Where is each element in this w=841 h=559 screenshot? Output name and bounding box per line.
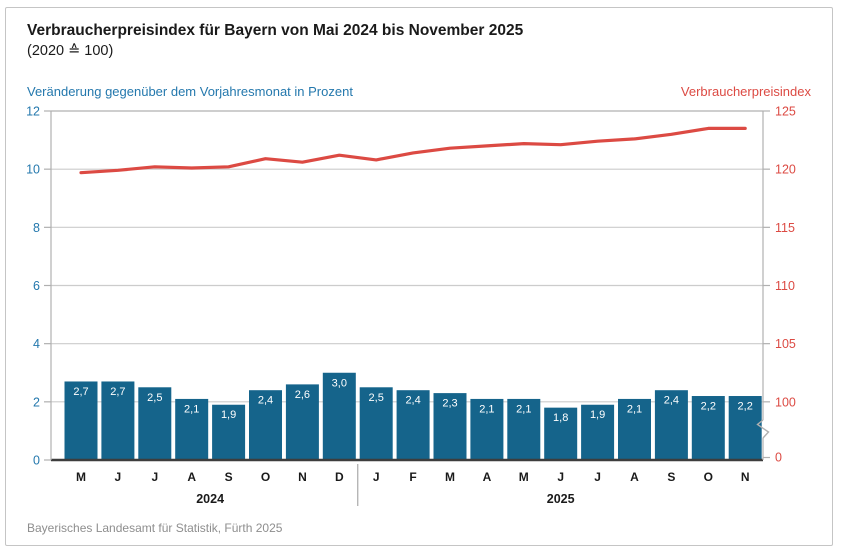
bar-value-label: 2,2 <box>701 401 716 413</box>
year-label: 2024 <box>196 492 224 506</box>
bar <box>507 398 541 460</box>
right-axis-title: Verbraucherpreisindex <box>680 84 811 99</box>
month-label: A <box>483 470 492 484</box>
bar-value-label: 2,7 <box>73 386 88 398</box>
bar-value-label: 2,1 <box>184 403 199 415</box>
month-label: F <box>409 470 416 484</box>
left-tick-label: 8 <box>33 221 40 235</box>
month-label: D <box>335 470 344 484</box>
bar <box>728 396 762 460</box>
right-tick-label: 110 <box>775 279 795 293</box>
bar <box>212 404 246 460</box>
right-tick-label: 100 <box>775 395 796 409</box>
left-tick-label: 0 <box>33 454 40 468</box>
month-label: S <box>667 470 675 484</box>
right-tick-label: 105 <box>775 337 796 351</box>
month-label: J <box>115 470 122 484</box>
month-label: A <box>630 470 639 484</box>
month-label: J <box>557 470 564 484</box>
bar-value-label: 2,7 <box>110 386 125 398</box>
month-label: N <box>298 470 307 484</box>
month-label: J <box>594 470 601 484</box>
bar-value-label: 2,1 <box>516 403 531 415</box>
bar <box>691 396 725 460</box>
bar-value-label: 1,9 <box>590 409 605 421</box>
left-tick-label: 6 <box>33 279 40 293</box>
bar-value-label: 2,4 <box>664 395 679 407</box>
month-label: O <box>261 470 270 484</box>
page-subtitle: (2020 ≙ 100) <box>27 43 114 59</box>
bar <box>654 390 688 460</box>
bar-value-label: 2,5 <box>147 392 162 404</box>
right-tick-label: 0 <box>775 451 782 465</box>
bar-value-label: 2,5 <box>369 392 384 404</box>
bar-value-label: 2,3 <box>442 398 457 410</box>
bar <box>433 393 467 460</box>
month-label: S <box>225 470 233 484</box>
bar <box>544 407 578 460</box>
footer-source: Bayerisches Landesamt für Statistik, Für… <box>27 521 283 535</box>
month-label: M <box>445 470 455 484</box>
bar <box>138 387 172 460</box>
bar <box>359 387 393 460</box>
bar-value-label: 3,0 <box>332 377 347 389</box>
bar <box>396 390 430 460</box>
left-tick-label: 4 <box>33 337 40 351</box>
bar-value-label: 1,9 <box>221 409 236 421</box>
right-tick-label: 120 <box>775 163 796 177</box>
bar-value-label: 2,2 <box>738 401 753 413</box>
month-label: J <box>151 470 158 484</box>
bar <box>285 384 319 460</box>
bar <box>249 390 282 460</box>
bar-value-label: 2,1 <box>479 403 494 415</box>
bar <box>64 381 98 460</box>
right-tick-label: 125 <box>775 105 796 119</box>
bar-value-label: 2,4 <box>405 395 420 407</box>
bar-value-label: 2,1 <box>627 403 642 415</box>
month-label: M <box>519 470 529 484</box>
year-label: 2025 <box>547 492 575 506</box>
bar <box>322 372 356 460</box>
page-title: Verbraucherpreisindex für Bayern von Mai… <box>27 22 524 39</box>
bar-value-label: 1,8 <box>553 412 568 424</box>
bar <box>581 404 615 460</box>
bar-value-label: 2,4 <box>258 395 273 407</box>
left-tick-label: 12 <box>26 105 40 119</box>
cpi-line <box>79 126 747 175</box>
left-axis-title: Veränderung gegenüber dem Vorjahresmonat… <box>27 84 353 99</box>
right-tick-label: 115 <box>775 221 795 235</box>
axis-break-icon <box>756 419 770 439</box>
left-tick-label: 2 <box>33 395 40 409</box>
bar <box>101 381 135 460</box>
month-label: N <box>741 470 750 484</box>
bar <box>175 398 209 460</box>
month-label: M <box>76 470 86 484</box>
bar-value-label: 2,6 <box>295 389 310 401</box>
bar <box>618 398 651 460</box>
month-label: A <box>187 470 196 484</box>
bar <box>470 398 504 460</box>
month-label: O <box>704 470 713 484</box>
left-tick-label: 10 <box>26 163 40 177</box>
month-label: J <box>373 470 380 484</box>
